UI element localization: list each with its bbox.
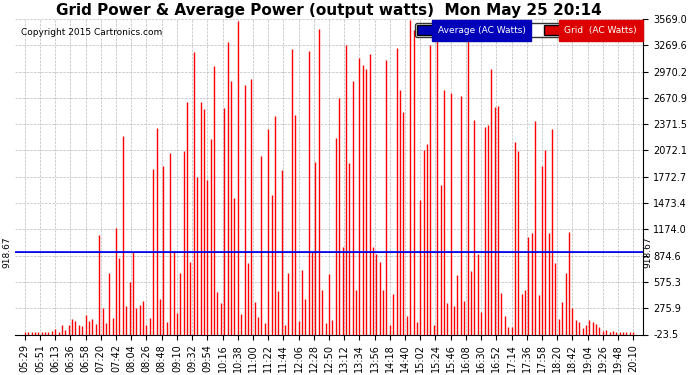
Legend: Average (AC Watts), Grid  (AC Watts): Average (AC Watts), Grid (AC Watts) <box>415 24 639 37</box>
Text: 918.67: 918.67 <box>643 236 652 267</box>
Title: Grid Power & Average Power (output watts)  Mon May 25 20:14: Grid Power & Average Power (output watts… <box>56 3 602 18</box>
Text: Copyright 2015 Cartronics.com: Copyright 2015 Cartronics.com <box>21 28 162 38</box>
Text: 918.67: 918.67 <box>2 236 11 267</box>
